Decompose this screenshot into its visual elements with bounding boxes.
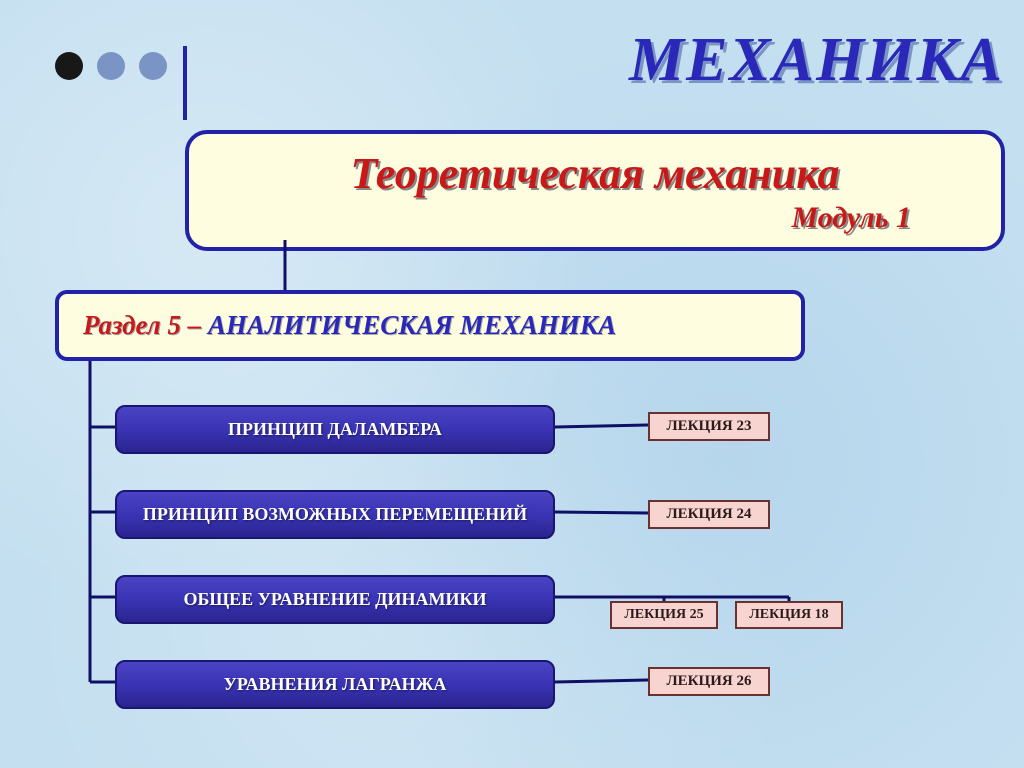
- section-card: Раздел 5 – АНАЛИТИЧЕСКАЯ МЕХАНИКА: [55, 290, 805, 361]
- lecture-box-3-0: ЛЕКЦИЯ 26: [648, 667, 770, 696]
- topic-bar-0: ПРИНЦИП ДАЛАМБЕРА: [115, 405, 555, 454]
- tree-connectors: [0, 0, 1024, 768]
- main-heading-text: МЕХАНИКА: [629, 26, 1004, 94]
- lecture-box-1-0: ЛЕКЦИЯ 24: [648, 500, 770, 529]
- section-name: АНАЛИТИЧЕСКАЯ МЕХАНИКА: [201, 310, 616, 340]
- topic-bar-2: ОБЩЕЕ УРАВНЕНИЕ ДИНАМИКИ: [115, 575, 555, 624]
- lecture-box-2-0: ЛЕКЦИЯ 25: [610, 601, 718, 629]
- topic-bar-3: УРАВНЕНИЯ ЛАГРАНЖА: [115, 660, 555, 709]
- section-prefix: Раздел 5 –: [83, 310, 201, 340]
- lecture-box-2-1: ЛЕКЦИЯ 18: [735, 601, 843, 629]
- main-heading: МЕХАНИКА МЕХАНИКА: [629, 25, 1004, 96]
- topic-bar-1: ПРИНЦИП ВОЗМОЖНЫХ ПЕРЕМЕЩЕНИЙ: [115, 490, 555, 539]
- lecture-box-0-0: ЛЕКЦИЯ 23: [648, 412, 770, 441]
- slide-content: МЕХАНИКА МЕХАНИКА Теоретическая механика…: [0, 0, 1024, 768]
